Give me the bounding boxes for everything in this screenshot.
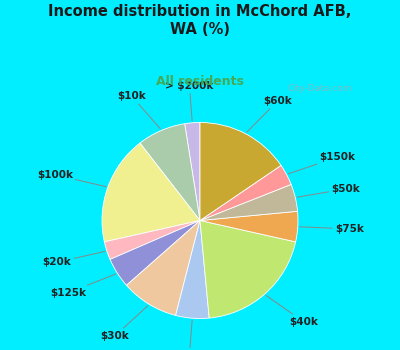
Text: $150k: $150k bbox=[288, 152, 356, 174]
Text: $125k: $125k bbox=[50, 274, 116, 298]
Text: $30k: $30k bbox=[100, 306, 148, 341]
Wedge shape bbox=[200, 184, 298, 220]
Text: $40k: $40k bbox=[266, 295, 318, 327]
Text: $200k: $200k bbox=[171, 320, 207, 350]
Text: $100k: $100k bbox=[37, 170, 106, 187]
Wedge shape bbox=[200, 220, 296, 318]
Text: Income distribution in McChord AFB,
WA (%): Income distribution in McChord AFB, WA (… bbox=[48, 4, 352, 37]
Text: $50k: $50k bbox=[297, 184, 360, 197]
Wedge shape bbox=[104, 220, 200, 259]
Text: $10k: $10k bbox=[118, 91, 160, 129]
Text: City-Data.com: City-Data.com bbox=[288, 84, 353, 93]
Text: All residents: All residents bbox=[156, 75, 244, 88]
Text: > $200k: > $200k bbox=[165, 81, 214, 121]
Wedge shape bbox=[200, 211, 298, 242]
Wedge shape bbox=[126, 220, 200, 315]
Wedge shape bbox=[110, 220, 200, 285]
Wedge shape bbox=[102, 143, 200, 242]
Wedge shape bbox=[185, 122, 200, 220]
Wedge shape bbox=[176, 220, 209, 318]
Wedge shape bbox=[200, 122, 281, 220]
Wedge shape bbox=[140, 124, 200, 220]
Text: $60k: $60k bbox=[247, 96, 292, 132]
Text: $75k: $75k bbox=[300, 224, 364, 234]
Text: $20k: $20k bbox=[43, 251, 105, 267]
Wedge shape bbox=[200, 166, 291, 220]
